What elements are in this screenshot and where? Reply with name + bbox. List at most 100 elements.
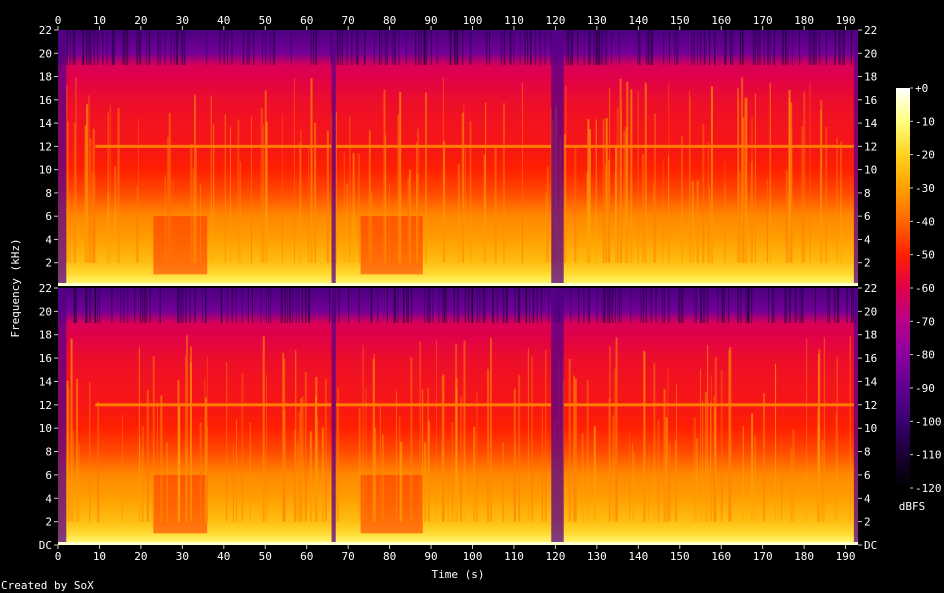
hf-noise xyxy=(86,288,88,324)
hf-noise xyxy=(680,288,682,324)
hf-noise xyxy=(785,288,787,324)
hf-noise xyxy=(235,288,237,324)
hf-noise xyxy=(655,288,657,324)
hf-noise xyxy=(379,30,381,65)
transient-streak xyxy=(441,447,444,522)
transient-streak xyxy=(630,89,633,263)
hf-noise xyxy=(583,30,585,65)
hf-noise xyxy=(732,30,734,65)
hf-noise xyxy=(406,288,408,324)
transient-streak xyxy=(75,77,77,263)
transient-streak xyxy=(152,355,155,522)
hf-noise xyxy=(740,30,742,65)
hf-noise xyxy=(737,288,739,324)
hf-noise xyxy=(444,288,446,324)
transient-streak xyxy=(625,134,627,263)
transient-streak xyxy=(667,367,669,522)
hf-noise xyxy=(72,30,74,65)
hf-noise xyxy=(486,30,488,65)
hf-noise xyxy=(819,30,821,65)
hf-noise xyxy=(647,30,649,65)
transient-streak xyxy=(541,404,543,522)
hf-noise xyxy=(284,288,286,324)
hf-noise xyxy=(143,288,145,324)
transient-streak xyxy=(416,142,418,263)
hf-noise xyxy=(601,30,603,65)
transient-streak xyxy=(368,130,371,263)
transient-streak xyxy=(137,119,139,263)
hf-noise xyxy=(589,30,591,65)
transient-streak xyxy=(298,411,301,522)
x-tick-label-top: 120 xyxy=(545,14,565,27)
hf-noise xyxy=(364,30,366,65)
transient-streak xyxy=(400,442,403,522)
transient-streak xyxy=(710,402,712,522)
hf-noise xyxy=(82,30,84,65)
transient-streak xyxy=(352,152,355,263)
quiet-section xyxy=(58,30,67,286)
y-tick-label-right: 14 xyxy=(864,375,878,388)
hf-noise xyxy=(496,288,498,324)
hf-noise xyxy=(814,288,816,324)
transient-streak xyxy=(349,116,351,263)
transient-streak xyxy=(146,390,149,522)
transient-streak xyxy=(89,138,92,263)
x-tick-label-bottom: 40 xyxy=(217,550,230,563)
tone-line xyxy=(95,144,332,148)
transient-streak xyxy=(702,401,704,522)
hf-noise xyxy=(596,288,598,324)
transient-streak xyxy=(644,352,646,522)
hf-noise xyxy=(247,288,249,324)
hf-noise xyxy=(482,288,484,324)
hf-noise xyxy=(464,288,466,324)
hf-noise xyxy=(338,288,340,324)
hf-noise xyxy=(426,288,428,324)
hf-noise xyxy=(787,30,789,65)
hf-noise xyxy=(842,30,844,65)
hf-noise xyxy=(393,288,395,324)
colorbar-tick-label: -50 xyxy=(915,249,935,262)
x-tick-label-bottom: 100 xyxy=(463,550,483,563)
hf-noise xyxy=(394,288,396,324)
transient-streak xyxy=(790,102,793,263)
hf-noise xyxy=(456,30,458,65)
hf-noise xyxy=(260,288,262,324)
transient-streak xyxy=(741,77,744,263)
transient-streak xyxy=(410,357,413,522)
x-tick-label-top: 190 xyxy=(836,14,856,27)
transient-streak xyxy=(408,169,411,263)
transient-streak xyxy=(602,118,605,263)
transient-streak xyxy=(371,191,373,263)
hf-noise xyxy=(645,30,647,65)
hf-noise xyxy=(682,288,684,324)
x-tick-label-top: 60 xyxy=(300,14,313,27)
transient-streak xyxy=(263,124,265,263)
hf-noise xyxy=(828,288,830,324)
transient-streak xyxy=(750,161,753,263)
hf-noise xyxy=(704,30,706,65)
hf-noise xyxy=(722,288,724,324)
hf-noise xyxy=(183,30,185,65)
hf-noise xyxy=(519,288,521,324)
transient-streak xyxy=(574,145,577,263)
y-tick-label-left: 6 xyxy=(45,210,52,223)
transient-streak xyxy=(324,379,327,522)
transient-streak xyxy=(737,88,740,263)
y-tick-label-left: 2 xyxy=(45,257,52,270)
hf-noise xyxy=(493,288,495,324)
transient-streak xyxy=(742,426,744,522)
hf-noise xyxy=(246,30,248,65)
hf-noise xyxy=(281,288,283,324)
colorbar-label: dBFS xyxy=(899,500,926,513)
hf-noise xyxy=(398,30,400,65)
hf-noise xyxy=(596,30,598,65)
transient-streak xyxy=(372,358,375,522)
hf-noise xyxy=(450,30,452,65)
hf-noise xyxy=(140,288,142,324)
y-tick-label-right: 8 xyxy=(864,187,871,200)
transient-streak xyxy=(365,386,367,522)
hf-noise xyxy=(489,30,491,65)
hf-noise xyxy=(767,30,769,65)
hf-noise xyxy=(783,30,785,65)
hf-noise xyxy=(637,30,639,65)
